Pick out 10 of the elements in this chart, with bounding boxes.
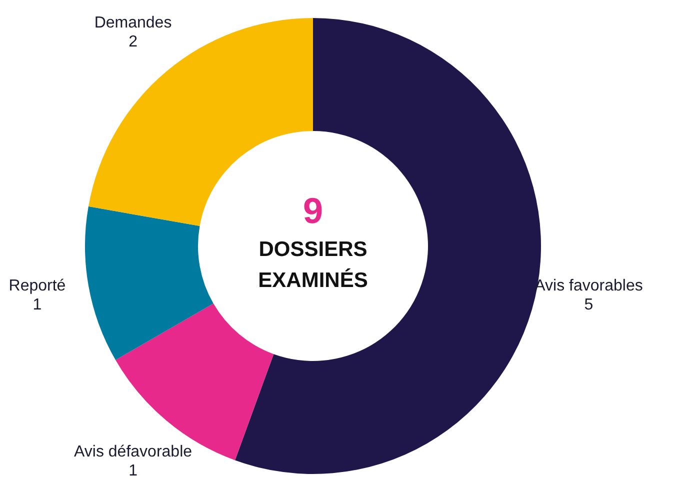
- slice-label: Avis défavorable: [74, 443, 192, 460]
- donut-slice: [85, 206, 214, 360]
- slice-label: Reporté: [8, 278, 66, 295]
- text: 9: [302, 190, 324, 231]
- data-label: 1: [128, 462, 138, 480]
- data-label: 5: [584, 296, 594, 314]
- text: DOSSIERS EXAMINÉS: [258, 238, 368, 292]
- data-label: 2: [128, 34, 138, 51]
- slice-label: Demandes: [94, 14, 172, 32]
- data-label: 1: [32, 296, 42, 314]
